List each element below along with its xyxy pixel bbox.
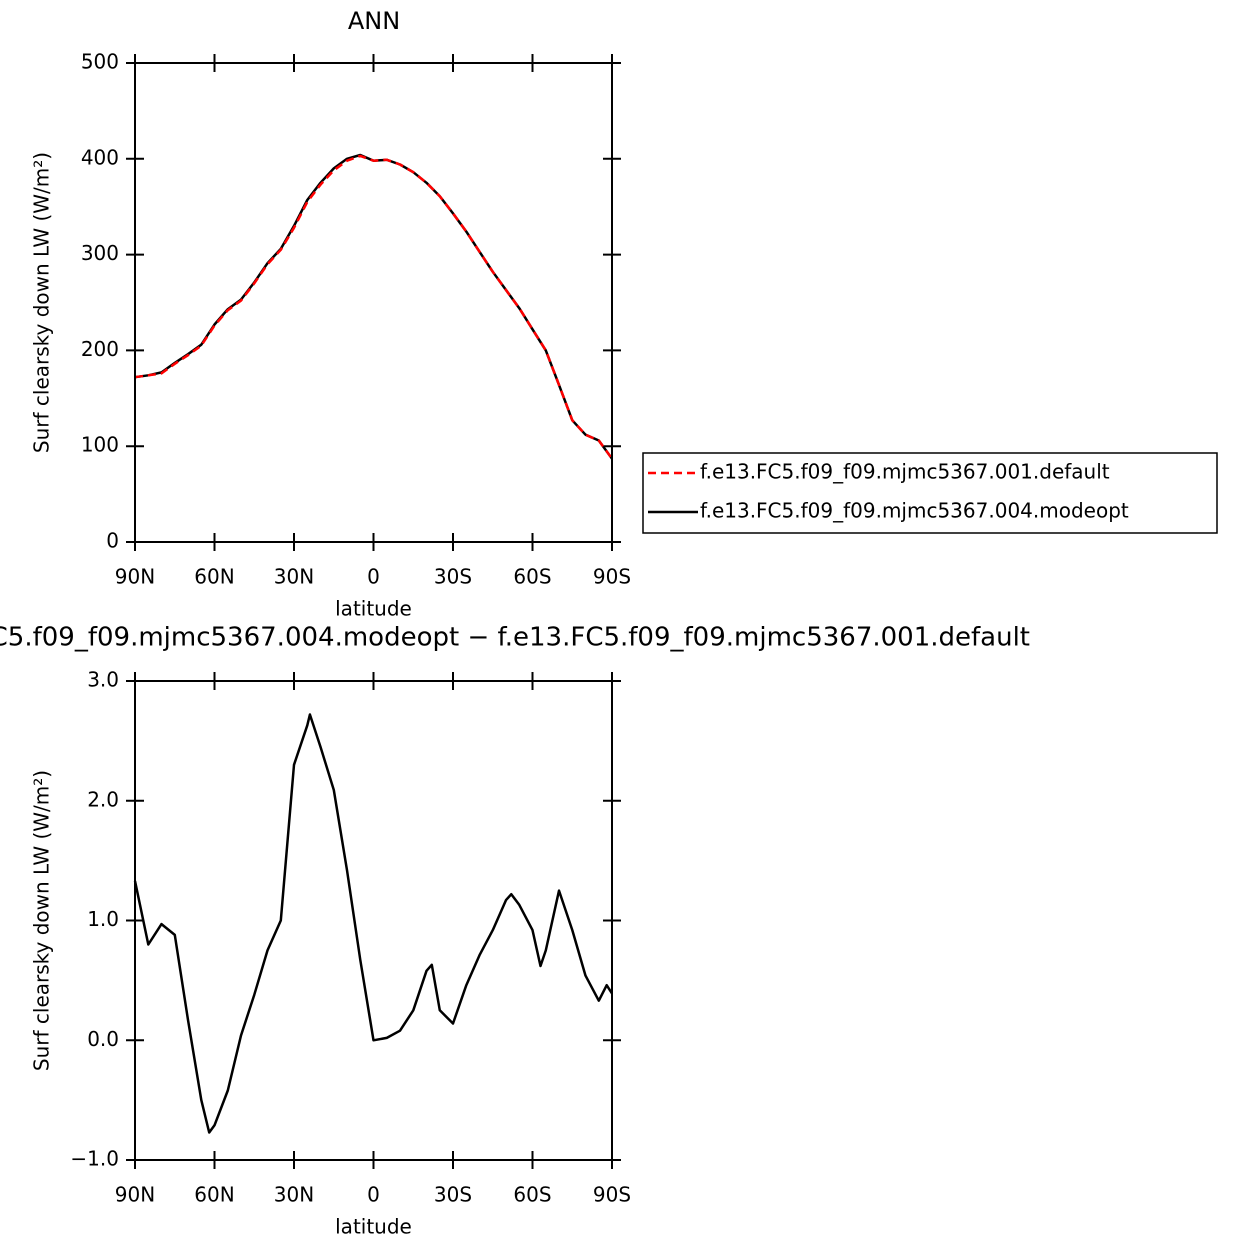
- y-axis-label: Surf clearsky down LW (W/m²): [30, 152, 54, 453]
- data-line: [134, 154, 614, 460]
- x-tick-label: 30N: [274, 1183, 314, 1207]
- x-tick-label: 60N: [194, 565, 234, 589]
- x-tick-label: 90N: [115, 1183, 155, 1207]
- x-axis-label: latitude: [335, 597, 412, 621]
- x-tick-label: 60S: [513, 565, 551, 589]
- x-tick-label: 90S: [593, 565, 631, 589]
- x-tick-label: 90N: [115, 565, 155, 589]
- x-tick-label: 60S: [513, 1183, 551, 1207]
- x-tick-label: 30N: [274, 565, 314, 589]
- x-tick-label: 90S: [593, 1183, 631, 1207]
- y-tick-label: 2.0: [87, 787, 119, 811]
- legend-box: [642, 452, 1218, 534]
- x-tick-label: 0: [367, 565, 380, 589]
- plot-frame: [134, 680, 613, 1161]
- data-line: [134, 153, 614, 460]
- y-tick-label: 3.0: [87, 668, 119, 692]
- y-tick-label: 200: [81, 337, 119, 361]
- y-tick-label: 1.0: [87, 907, 119, 931]
- x-tick-label: 30S: [434, 1183, 472, 1207]
- x-axis-label: latitude: [335, 1215, 412, 1239]
- y-tick-label: 0.0: [87, 1027, 119, 1051]
- plot-frame: [134, 62, 613, 543]
- x-tick-label: 30S: [434, 565, 472, 589]
- legend-label: f.e13.FC5.f09_f09.mjmc5367.001.default: [700, 460, 1110, 484]
- y-axis-label: Surf clearsky down LW (W/m²): [30, 770, 54, 1071]
- y-tick-label: 0: [106, 529, 119, 553]
- y-tick-label: 500: [81, 50, 119, 74]
- y-tick-label: 100: [81, 433, 119, 457]
- x-tick-label: 0: [367, 1183, 380, 1207]
- x-tick-label: 60N: [194, 1183, 234, 1207]
- data-line: [133, 713, 614, 1134]
- y-tick-label: 300: [81, 241, 119, 265]
- chart-title: ANN: [348, 7, 400, 35]
- chart-title: f.e13.FC5.f09_f09.mjmc5367.004.modeopt −…: [0, 623, 1030, 653]
- legend-label: f.e13.FC5.f09_f09.mjmc5367.004.modeopt: [700, 499, 1129, 523]
- y-tick-label: 400: [81, 145, 119, 169]
- y-tick-label: −1.0: [70, 1147, 119, 1171]
